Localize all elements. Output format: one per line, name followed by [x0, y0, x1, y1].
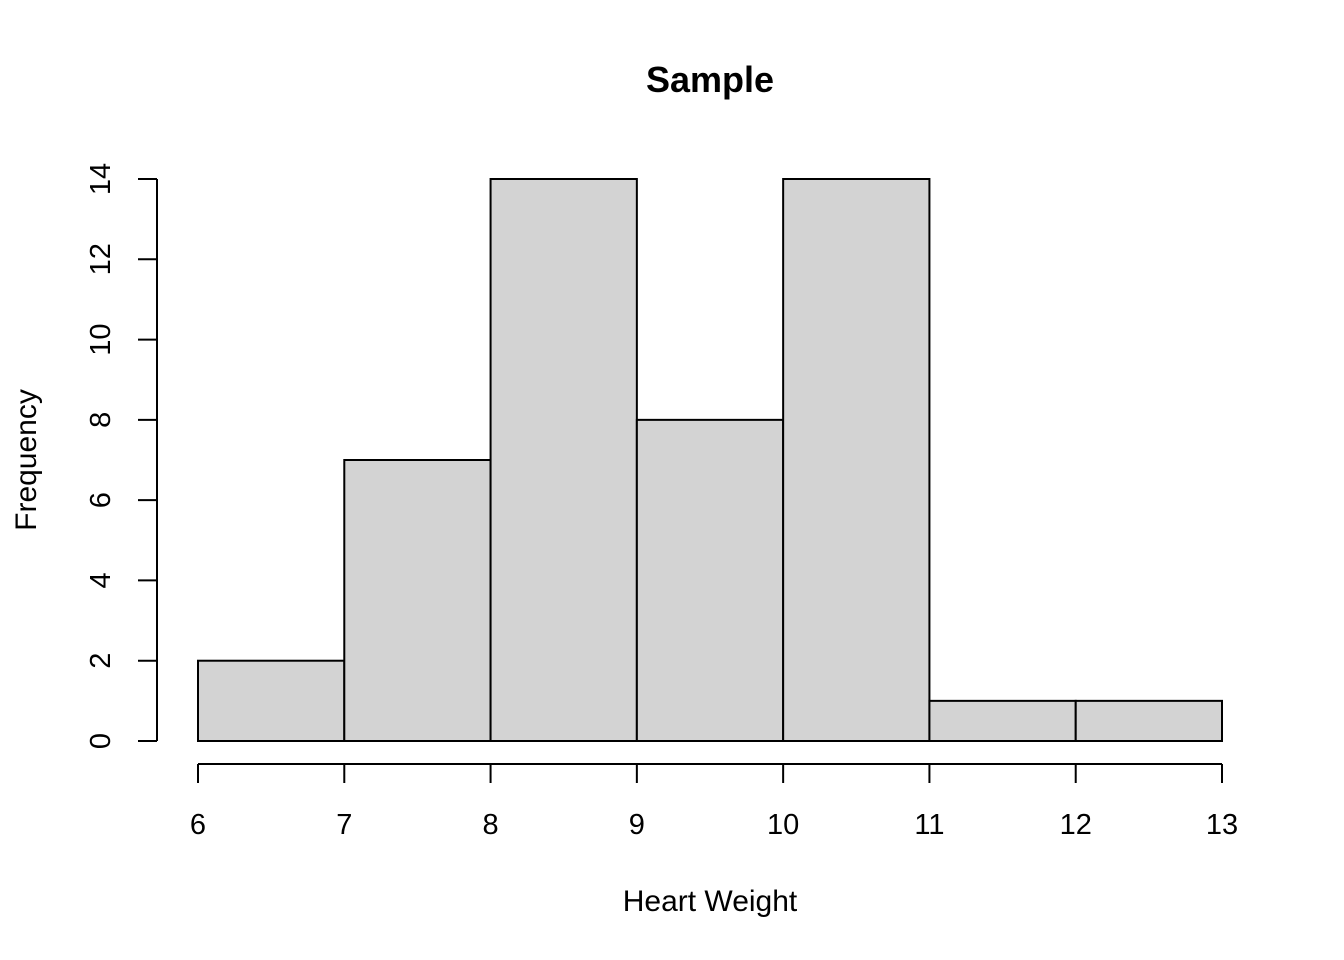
- y-tick-label-10: 10: [85, 323, 117, 355]
- x-tick-label-9: 9: [629, 809, 645, 841]
- y-axis: 0 2 4 6 8 10 12 14: [85, 163, 158, 749]
- x-tick-label-11: 11: [914, 809, 944, 841]
- histogram-bar-9-10: [635, 418, 785, 742]
- x-tick-label-7: 7: [336, 809, 352, 841]
- x-tick-label-8: 8: [483, 809, 499, 841]
- y-tick-label-8: 8: [85, 412, 117, 428]
- y-tick-label-6: 6: [85, 492, 117, 508]
- y-tick-label-0: 0: [85, 733, 117, 749]
- chart-title: Sample: [646, 59, 774, 100]
- y-tick-label-12: 12: [85, 243, 117, 275]
- x-tick-label-13: 13: [1206, 809, 1238, 841]
- y-tick-label-14: 14: [85, 163, 117, 195]
- x-tick-label-10: 10: [767, 809, 799, 841]
- histogram-bar-8-9: [489, 178, 638, 742]
- y-axis-label: Frequency: [10, 389, 43, 531]
- x-tick-label-6: 6: [190, 809, 206, 841]
- y-tick-label-4: 4: [85, 572, 117, 588]
- histogram-bar-10-11: [782, 178, 931, 742]
- histogram-bar-6-7: [197, 659, 346, 743]
- histogram-bar-7-8: [343, 459, 492, 742]
- x-tick-label-12: 12: [1060, 809, 1092, 841]
- bars-group: [197, 178, 1223, 743]
- histogram-bar-12-13: [1074, 699, 1223, 742]
- x-axis: 6 7 8 9 10 11 12 13: [190, 763, 1238, 841]
- y-tick-label-2: 2: [85, 653, 117, 669]
- histogram-bar-11-12: [928, 699, 1077, 742]
- x-axis-label: Heart Weight: [623, 885, 798, 918]
